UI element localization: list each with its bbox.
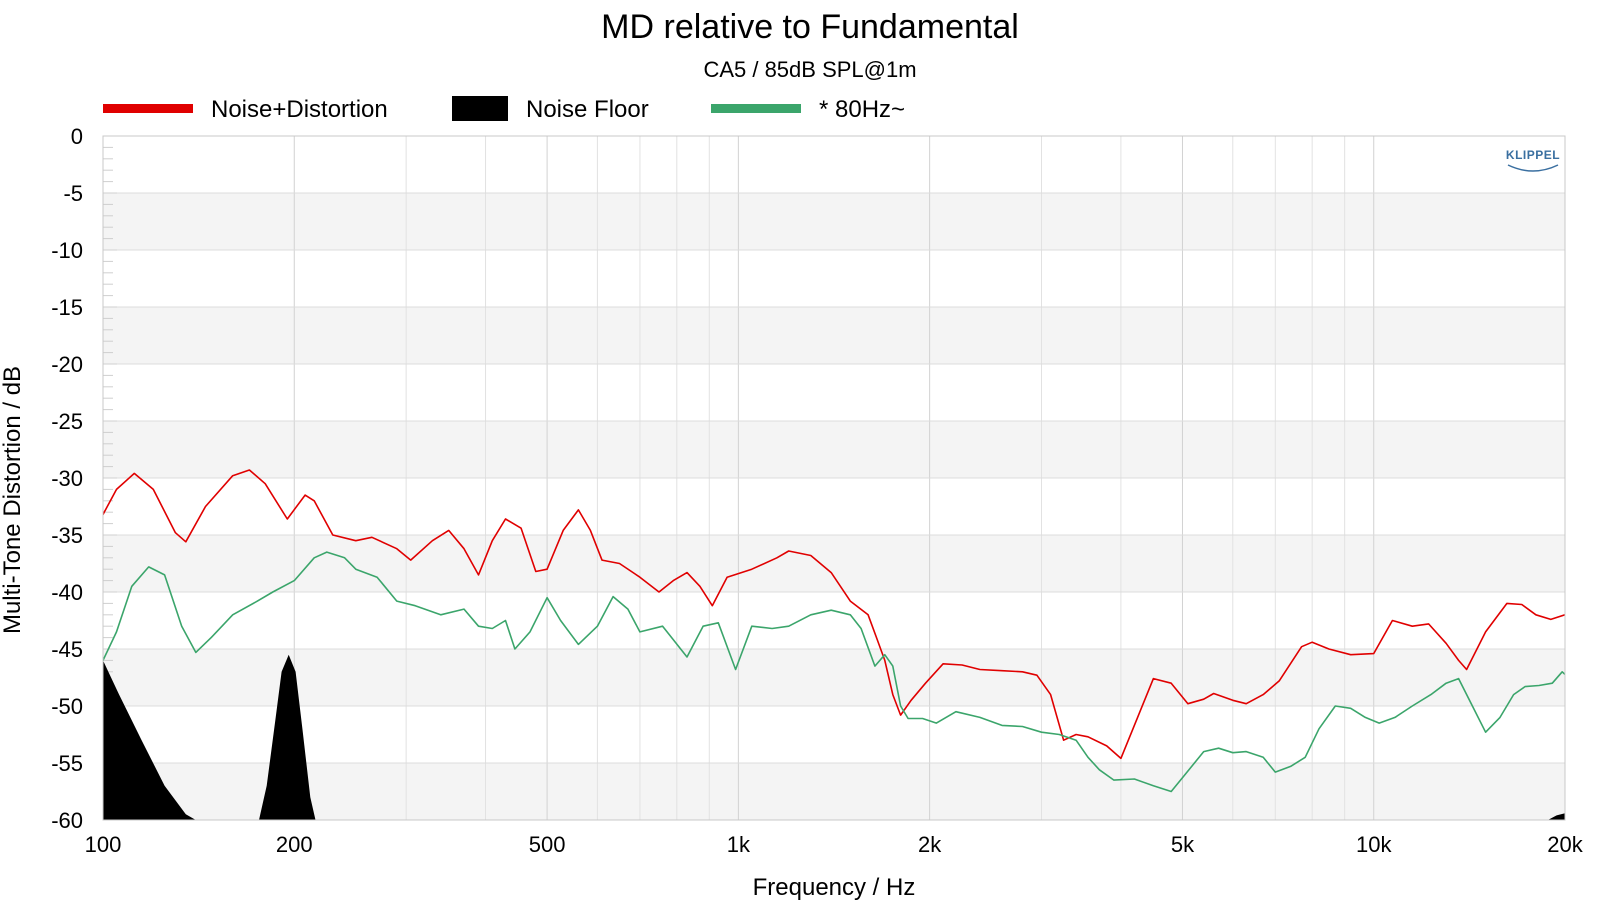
grid-band <box>103 307 1565 364</box>
grid-band <box>103 478 1565 535</box>
y-axis-label: Multi-Tone Distortion / dB <box>0 366 26 634</box>
chart-title: MD relative to Fundamental <box>601 8 1019 46</box>
plot-bands <box>103 136 1565 820</box>
series-line-noise-distortion <box>103 469 1565 760</box>
grid-band <box>103 535 1565 592</box>
y-tick-label: -20 <box>51 352 83 377</box>
y-tick-label: -5 <box>63 181 83 206</box>
legend-label-noise-distortion: Noise+Distortion <box>211 96 388 123</box>
x-tick-labels: 100 200 500 1k 2k 5k 10k 20k <box>85 832 1584 857</box>
x-tick-label: 2k <box>918 832 942 857</box>
x-tick-label: 1k <box>727 832 751 857</box>
y-tick-label: -40 <box>51 580 83 605</box>
chart-subtitle: CA5 / 85dB SPL@1m <box>703 57 916 82</box>
y-tick-label: -10 <box>51 238 83 263</box>
legend-label-noise-floor: Noise Floor <box>526 96 649 123</box>
legend: Noise+Distortion Noise Floor * 80Hz~ <box>103 96 905 123</box>
x-axis-label: Frequency / Hz <box>753 874 916 900</box>
grid-band <box>103 421 1565 478</box>
major-grid <box>103 135 1565 821</box>
y-tick-label: 0 <box>71 124 83 149</box>
legend-label-80hz: * 80Hz~ <box>819 96 905 123</box>
grid-band <box>103 250 1565 307</box>
grid-band <box>103 136 1565 193</box>
klippel-logo: KLIPPEL <box>1506 148 1560 172</box>
x-tick-label: 500 <box>529 832 566 857</box>
y-tick-label: -35 <box>51 523 83 548</box>
legend-swatch-noise-distortion <box>103 104 193 113</box>
series-line-80hz <box>103 551 1565 793</box>
plot-frame <box>102 135 1566 821</box>
grid-band <box>103 706 1565 763</box>
x-tick-label: 10k <box>1356 832 1392 857</box>
y-tick-label: -25 <box>51 409 83 434</box>
y-tick-label: -55 <box>51 751 83 776</box>
grid-band <box>103 364 1565 421</box>
grid-band <box>103 592 1565 649</box>
x-tick-label: 20k <box>1547 832 1583 857</box>
logo-text: KLIPPEL <box>1506 148 1560 162</box>
x-tick-label: 200 <box>276 832 313 857</box>
y-tick-label: -60 <box>51 808 83 833</box>
y-tick-label: -30 <box>51 466 83 491</box>
x-tick-label: 5k <box>1171 832 1195 857</box>
legend-swatch-noise-floor <box>452 96 508 121</box>
y-tick-label: -15 <box>51 295 83 320</box>
logo-swoosh-icon <box>1507 164 1559 172</box>
grid-band <box>103 649 1565 706</box>
grid-band <box>103 193 1565 250</box>
x-tick-label: 100 <box>85 832 122 857</box>
y-tick-labels: 0 -5 -10 -15 -20 -25 -30 -35 -40 -45 -50 -55 -60 <box>51 124 83 833</box>
series-layer <box>103 469 1565 820</box>
grid-band <box>103 763 1565 820</box>
legend-swatch-80hz <box>711 104 801 113</box>
y-tick-label: -45 <box>51 637 83 662</box>
y-tick-label: -50 <box>51 694 83 719</box>
